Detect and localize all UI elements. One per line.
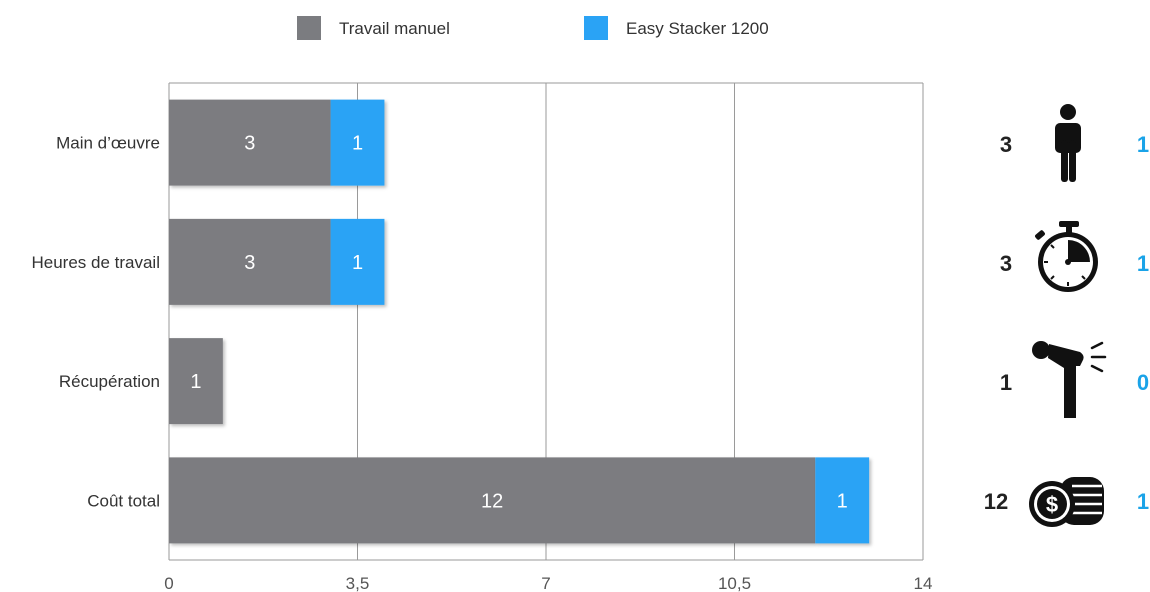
bar-manual [169, 338, 223, 425]
bar-easy [330, 218, 385, 305]
legend-swatch-manual [297, 16, 321, 40]
x-tick-label: 7 [541, 574, 550, 592]
bar-manual [169, 218, 331, 305]
x-tick-label: 3,5 [346, 574, 370, 592]
x-axis: 0 3,5 7 10,5 14 [164, 574, 932, 592]
stopwatch-icon [1035, 221, 1098, 292]
bar-value-label: 1 [352, 252, 363, 274]
bar-value-label: 12 [481, 490, 503, 512]
bar-value-label: 3 [244, 133, 255, 155]
side-easy-value: 0 [1137, 370, 1149, 395]
side-easy-value: 1 [1137, 489, 1149, 514]
category-label: Heures de travail [31, 253, 160, 272]
bar-value-label: 1 [190, 371, 201, 393]
side-manual-value: 12 [984, 489, 1008, 514]
bar-easy [330, 99, 385, 186]
legend: Travail manuel Easy Stacker 1200 [297, 16, 769, 40]
bars: 3 1 3 1 1 12 1 [169, 99, 870, 544]
x-tick-label: 10,5 [718, 574, 751, 592]
side-easy-value: 1 [1137, 251, 1149, 276]
legend-label-manual: Travail manuel [339, 19, 450, 38]
bar-value-label: 3 [244, 252, 255, 274]
category-label: Main d’œuvre [56, 134, 160, 153]
coins-icon: $ [1029, 477, 1104, 527]
x-tick-label: 0 [164, 574, 173, 592]
side-manual-value: 1 [1000, 370, 1012, 395]
legend-swatch-easy [584, 16, 608, 40]
svg-text:$: $ [1046, 492, 1058, 517]
bar-easy [815, 457, 870, 544]
x-tick-label: 14 [914, 574, 933, 592]
bar-value-label: 1 [352, 133, 363, 155]
bar-manual [169, 457, 816, 544]
legend-label-easy: Easy Stacker 1200 [626, 19, 769, 38]
bar-manual [169, 99, 331, 186]
side-panel: 3 1 3 1 1 0 12 1 [984, 104, 1149, 527]
person-icon [1055, 104, 1081, 182]
category-label: Récupération [59, 372, 160, 391]
side-manual-value: 3 [1000, 132, 1012, 157]
category-label: Coût total [87, 491, 160, 510]
y-axis: Main d’œuvre Heures de travail Récupératio… [31, 134, 160, 511]
side-easy-value: 1 [1137, 132, 1149, 157]
side-manual-value: 3 [1000, 251, 1012, 276]
bar-value-label: 1 [837, 490, 848, 512]
back-pain-icon [1032, 341, 1107, 418]
